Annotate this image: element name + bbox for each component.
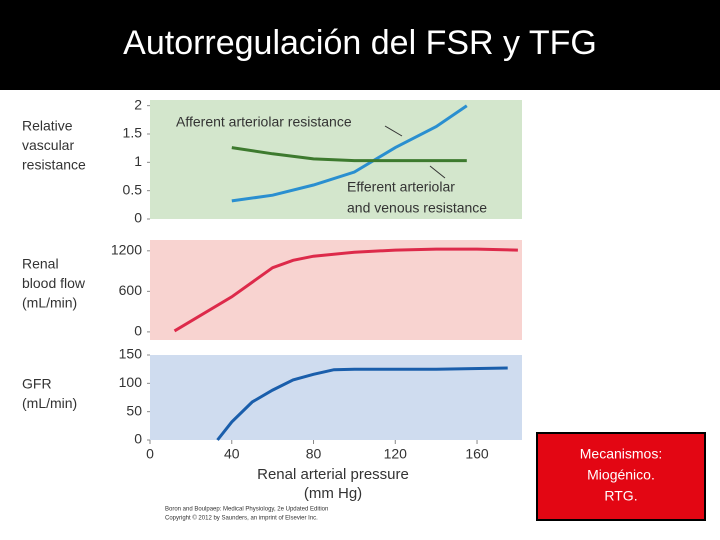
x-axis-label: Renal arterial pressure <box>257 466 409 483</box>
leader-line <box>429 165 446 179</box>
series-line <box>173 247 518 333</box>
y-tick-label: 1200 <box>111 242 142 258</box>
note-line: Miogénico. <box>587 467 655 483</box>
note-line: Mecanismos: <box>580 446 662 462</box>
y-tick-label: 0.5 <box>123 181 143 197</box>
y-axis-label: Renal <box>22 256 59 272</box>
y-tick-label: 2 <box>134 96 142 112</box>
x-tick-label: 160 <box>465 446 489 462</box>
note-line: RTG. <box>604 488 637 504</box>
y-axis-label: (mL/min) <box>22 295 77 311</box>
y-tick-label: 0 <box>134 323 142 339</box>
y-tick-label: 600 <box>119 282 143 298</box>
y-tick-label: 0 <box>134 431 142 447</box>
x-axis-label: (mm Hg) <box>304 485 362 502</box>
y-axis-label: Relative <box>22 118 73 134</box>
y-tick-label: 1 <box>134 153 142 169</box>
y-tick-label: 0 <box>134 210 142 226</box>
y-axis-label: resistance <box>22 157 86 173</box>
x-tick-label: 40 <box>224 446 240 462</box>
y-axis-label: blood flow <box>22 275 86 291</box>
y-tick-label: 100 <box>119 374 143 390</box>
y-tick-label: 1.5 <box>123 125 143 141</box>
plot-background <box>150 240 522 340</box>
series-line <box>231 146 467 163</box>
series-annotation: Efferent arteriolar <box>347 179 455 195</box>
note-box <box>536 432 706 521</box>
y-axis-label: vascular <box>22 137 74 153</box>
series-line <box>216 366 508 441</box>
y-tick-label: 50 <box>126 402 142 418</box>
series-annotation: and venous resistance <box>347 200 487 216</box>
y-axis-label: (mL/min) <box>22 395 77 411</box>
copyright: Copyright © 2012 by Saunders, an imprint… <box>165 515 318 522</box>
x-tick-label: 80 <box>306 446 322 462</box>
y-tick-label: 150 <box>119 346 143 362</box>
x-tick-label: 0 <box>146 446 154 462</box>
copyright: Boron and Boulpaep: Medical Physiology, … <box>165 507 328 513</box>
title-bar <box>0 0 720 90</box>
y-axis-label: GFR <box>22 376 52 392</box>
series-annotation: Afferent arteriolar resistance <box>176 114 352 130</box>
leader-line <box>384 125 403 137</box>
series-line <box>231 104 468 203</box>
slide-title: Autorregulación del FSR y TFG <box>123 24 597 62</box>
x-tick-label: 120 <box>384 446 408 462</box>
